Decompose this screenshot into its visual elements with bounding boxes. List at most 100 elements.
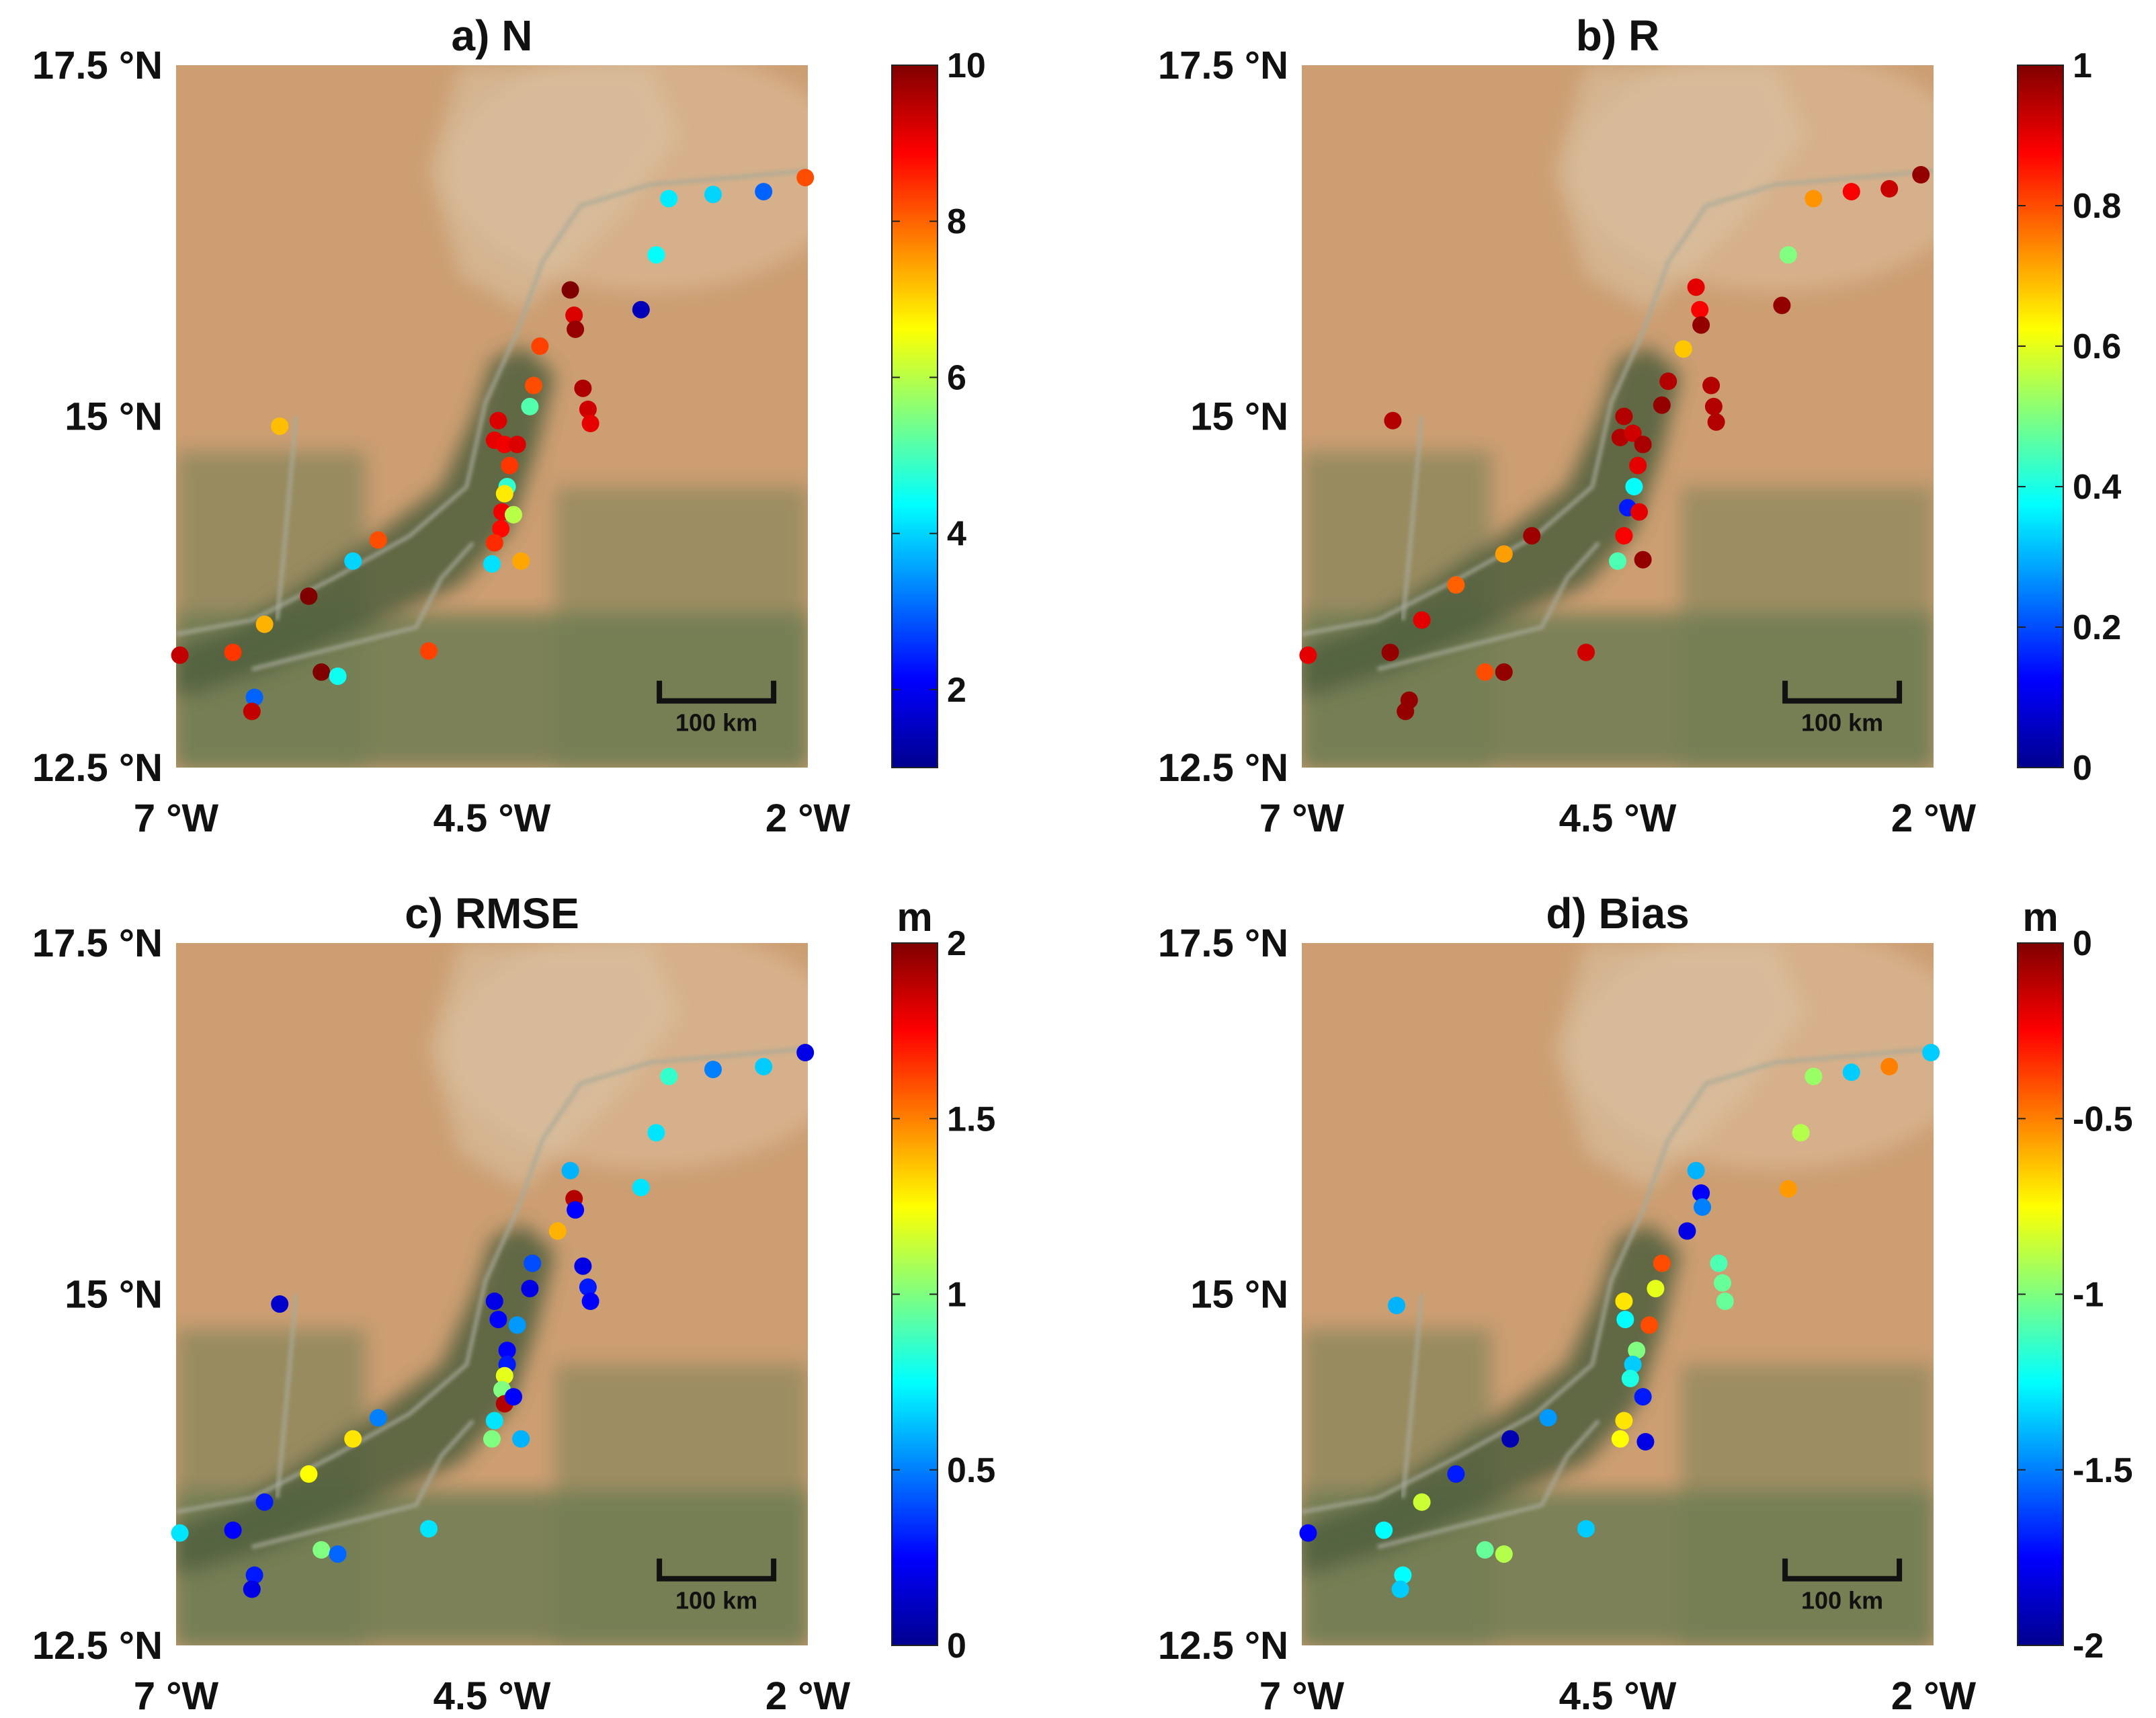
station-point: [1495, 663, 1513, 681]
station-point: [574, 379, 592, 397]
colorbar-tick-label: 0.8: [2073, 187, 2121, 226]
station-points: [1299, 166, 1930, 721]
station-point: [755, 183, 773, 201]
station-point: [329, 667, 347, 686]
scale-bar-label: 100 km: [675, 709, 757, 737]
station-point: [512, 552, 530, 570]
station-point: [505, 1388, 522, 1406]
station-point: [1476, 663, 1494, 681]
station-point: [1447, 1465, 1465, 1483]
station-point: [369, 1409, 387, 1427]
station-point: [1523, 527, 1541, 545]
scale-bar-label: 100 km: [1801, 1587, 1883, 1614]
colorbar: 0 -0.5 -1 -1.5 -2 m: [2017, 895, 2133, 1666]
station-point: [1779, 246, 1797, 264]
station-points: [1299, 1044, 1940, 1598]
station-point: [1641, 1316, 1658, 1334]
station-point: [1647, 1280, 1665, 1298]
station-point: [1628, 1342, 1646, 1360]
colorbar: 2 1.5 1 0.5 0 m: [891, 895, 995, 1666]
station-point: [1792, 1124, 1810, 1142]
y-tick-label: 17.5 °N: [1158, 922, 1288, 965]
satellite-basemap: [176, 65, 808, 768]
colorbar-tick-label: 1: [2073, 46, 2092, 85]
station-point: [1495, 1545, 1513, 1563]
station-point: [313, 1541, 331, 1559]
colorbar-unit-label: m: [897, 895, 932, 940]
station-point: [1577, 1520, 1595, 1538]
station-point: [1624, 1356, 1642, 1373]
x-tick-label: 7 °W: [1259, 1674, 1345, 1718]
station-point: [483, 1430, 501, 1448]
station-point: [524, 1254, 542, 1272]
colorbar-tick-label: 2: [947, 671, 966, 710]
panel-title: c) RMSE: [405, 889, 579, 938]
panel-bias: 100 km d) Bias 7 °W 4.5 °W 2 °W 17.5 °N 15 °N 1…: [1158, 889, 2133, 1718]
y-tick-label: 17.5 °N: [1158, 44, 1288, 87]
station-point: [512, 1430, 530, 1448]
colorbar-tick-label: -1: [2073, 1276, 2104, 1315]
station-point: [255, 1493, 274, 1511]
station-point: [1674, 340, 1692, 358]
colorbar-tick-label: 0.2: [2073, 608, 2121, 647]
station-point: [1716, 1293, 1734, 1310]
station-point: [1629, 456, 1647, 475]
scale-bar-label: 100 km: [1801, 709, 1883, 737]
colorbar-tick-label: 0: [2073, 924, 2092, 963]
scale-bar: 100 km: [1782, 680, 1903, 737]
station-points: [171, 169, 815, 721]
y-tick-label: 12.5 °N: [1158, 746, 1288, 790]
colorbar-tick-label: -2: [2073, 1627, 2104, 1666]
station-point: [271, 417, 289, 436]
station-point: [1653, 396, 1671, 414]
station-point: [483, 555, 501, 573]
y-tick-label: 15 °N: [65, 395, 163, 439]
station-point: [485, 1412, 503, 1430]
station-point: [579, 401, 597, 418]
colorbar-tick-label: 6: [947, 358, 966, 397]
station-point: [243, 702, 261, 721]
station-point: [647, 1124, 665, 1142]
station-point: [531, 337, 549, 355]
station-point: [567, 1201, 585, 1219]
station-point: [1381, 643, 1399, 661]
station-point: [489, 1311, 507, 1329]
station-point: [1702, 376, 1720, 395]
station-point: [565, 306, 583, 324]
station-point: [579, 1278, 597, 1296]
station-point: [271, 1295, 289, 1313]
station-point: [1616, 1311, 1634, 1329]
station-point: [1388, 1297, 1405, 1315]
panel-title: a) N: [452, 11, 533, 60]
station-point: [495, 485, 513, 503]
station-point: [561, 281, 579, 299]
station-point: [1710, 1254, 1728, 1272]
station-point: [1842, 1063, 1860, 1081]
y-tick-label: 15 °N: [1190, 1273, 1288, 1317]
station-point: [660, 190, 678, 208]
colorbar-tick-label: 8: [947, 202, 966, 241]
station-point: [755, 1057, 773, 1075]
satellite-basemap: [1302, 65, 1934, 768]
scale-bar: 100 km: [1782, 1558, 1903, 1614]
colorbar-tick-label: 0.5: [947, 1451, 995, 1490]
y-tick-label: 12.5 °N: [32, 746, 163, 790]
station-point: [1476, 1541, 1494, 1559]
y-tick-label: 12.5 °N: [32, 1624, 163, 1668]
station-point: [344, 1430, 362, 1448]
station-point: [1692, 316, 1710, 334]
station-points: [171, 1044, 815, 1598]
colorbar-tick-label: 0: [2073, 749, 2092, 788]
station-point: [1621, 1369, 1639, 1387]
colorbar-tick-label: 0.6: [2073, 327, 2121, 366]
station-point: [1375, 1521, 1393, 1539]
y-tick-label: 15 °N: [65, 1273, 163, 1317]
scale-bar: 100 km: [657, 1558, 777, 1614]
x-tick-label: 2 °W: [765, 1674, 851, 1718]
station-point: [1495, 545, 1513, 563]
station-point: [300, 1465, 318, 1483]
satellite-basemap: [176, 943, 808, 1645]
y-tick-label: 15 °N: [1190, 395, 1288, 439]
station-point: [632, 1178, 650, 1196]
y-tick-label: 12.5 °N: [1158, 1624, 1288, 1668]
